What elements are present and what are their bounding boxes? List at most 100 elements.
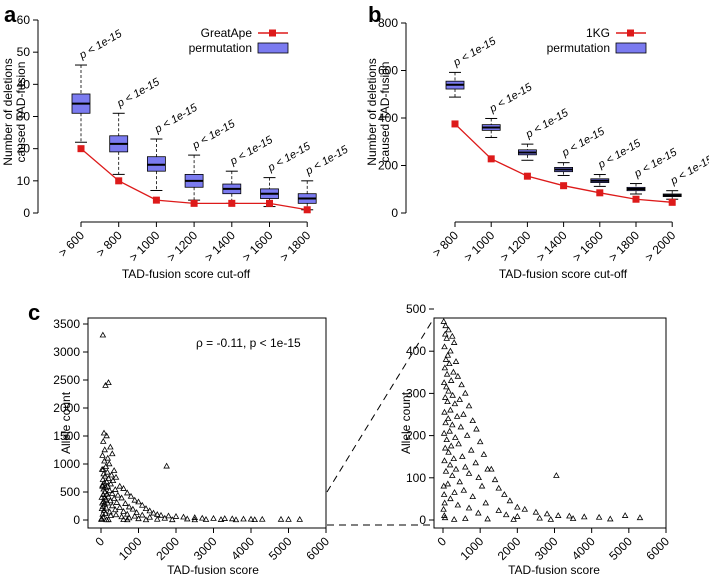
a-legend-permutation-label: permutation (189, 41, 252, 55)
c-point (112, 473, 120, 480)
a-xtick-label: > 800 (93, 228, 125, 260)
c-point (98, 505, 106, 511)
c-zoom-point (444, 351, 452, 358)
c-zoom-point (506, 497, 514, 504)
c-point (120, 507, 127, 514)
c-zoom-point (462, 463, 469, 470)
b-ytick-label: 400 (378, 111, 398, 125)
a-pvalue-label: p < 1e-15 (190, 117, 238, 152)
c-zoom-point (465, 469, 473, 476)
c-zoom-point (467, 446, 475, 453)
c-point (131, 512, 139, 519)
b-pvalue-label: p < 1e-15 (487, 81, 535, 116)
b-ytick-label: 0 (391, 206, 398, 220)
c-zoom-point (450, 455, 458, 462)
c-zoom-point (440, 482, 448, 489)
c-plot-area: 0 500 1000 1500 2000 2500 3000 3500 0 1000 2000 300… (53, 317, 332, 563)
c-point (110, 495, 118, 501)
c-point (107, 480, 115, 487)
c-zoom-ytick-label: 200 (406, 429, 426, 443)
c-zoom-point (514, 513, 521, 519)
a-xtick-label: > 1800 (277, 228, 313, 264)
c-point (105, 379, 112, 385)
c-point (103, 490, 111, 497)
c-zoom-ylabel: Allele count (399, 391, 413, 454)
c-zoom-point (446, 427, 453, 434)
c-zoom-point (442, 419, 449, 426)
a-xtick-label: > 1200 (164, 228, 200, 264)
c-point (99, 451, 106, 458)
c-point (161, 514, 169, 521)
c-zoom-point (465, 504, 473, 511)
c-xlabel: TAD-fusion score (167, 563, 259, 577)
c-point (118, 513, 125, 520)
c-zoom-point (450, 515, 458, 522)
c-zoom-point (484, 515, 491, 522)
c-point (135, 515, 142, 522)
c-point (133, 509, 140, 515)
c-zoom-ytick-label: 0 (419, 513, 426, 527)
c-point (123, 489, 131, 496)
c-zoom-point (442, 356, 450, 362)
c-point (111, 506, 119, 513)
c-zoom-point (441, 499, 448, 506)
c-zoom-point (444, 398, 451, 405)
panel-c: Allele count TAD-fusion score ρ = -0.11,… (59, 317, 600, 577)
c-point (99, 482, 106, 489)
a-observed-point (303, 206, 311, 214)
c-point (127, 492, 135, 499)
a-ytick-label: 20 (17, 142, 31, 156)
c-zoom-point (440, 505, 447, 512)
c-zoom-point (621, 512, 629, 518)
c-zoom-point (569, 515, 577, 521)
c-zoom-point (543, 510, 551, 517)
c-zoom-point (450, 368, 457, 375)
panel-label-a: a (4, 2, 17, 27)
c-point (102, 495, 110, 502)
c-zoom-point (443, 436, 451, 443)
a-legend-observed-marker (269, 29, 276, 37)
a-ytick-label: 10 (17, 174, 31, 188)
b-legend-permutation-swatch (615, 42, 647, 54)
c-zoom-xtick-label: 4000 (569, 534, 598, 563)
b-ytick-label: 200 (378, 159, 398, 173)
c-zoom-point (451, 434, 459, 440)
a-xtick-label: > 1400 (202, 228, 238, 264)
c-point (123, 516, 131, 523)
c-zoom-xtick-label: 1000 (458, 534, 487, 563)
c-zoom-point (460, 410, 467, 417)
b-legend-observed-marker (627, 29, 634, 37)
c-point (210, 514, 217, 521)
c-point (98, 465, 106, 472)
a-plot-area: 0 10 20 30 40 50 60 > 600 > 800 > 1000 > 1200 > 140… (17, 13, 351, 264)
c-point (102, 463, 110, 469)
c-point (116, 482, 124, 489)
c-point (116, 504, 124, 510)
c-zoom-point (554, 512, 562, 518)
b-legend-permutation-label: permutation (547, 41, 610, 55)
c-zoom-point (447, 347, 454, 354)
c-zoom-point (495, 484, 503, 491)
c-zoom-point (445, 448, 452, 455)
c-zoom-point (521, 505, 529, 512)
c-point (142, 516, 150, 523)
a-observed-point (266, 199, 273, 207)
c-zoom-xtick-label: 0 (434, 534, 449, 549)
b-pvalue-label: p < 1e-15 (523, 106, 571, 141)
c-point (106, 487, 113, 494)
c-zoom-point (455, 440, 462, 447)
c-point (138, 501, 146, 508)
c-point (285, 515, 292, 522)
c-zoom-point (553, 472, 560, 478)
b-xtick-label: > 1000 (461, 228, 497, 264)
a-observed-point (77, 145, 85, 153)
c-zoom-point (442, 322, 449, 329)
b-xtick-label: > 1600 (570, 228, 606, 264)
c-point (146, 507, 154, 514)
c-zoom-xtick-label: 3000 (532, 534, 561, 563)
c-point (99, 331, 107, 338)
b-observed-point (451, 120, 459, 128)
c-ytick-label: 3000 (53, 345, 80, 359)
c-point (125, 503, 133, 510)
